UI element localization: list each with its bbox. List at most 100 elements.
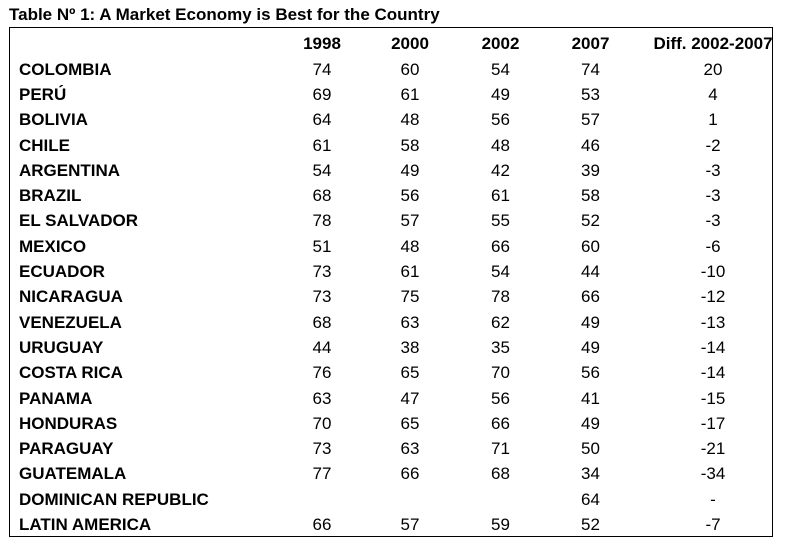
diff-cell: 4 [708,84,718,104]
value-2000-cell: 61 [400,262,420,282]
value-2007-cell: 58 [581,186,600,206]
value-2007-cell: 57 [581,110,600,130]
value-1998-cell: 68 [312,186,332,206]
value-1998-cell: 74 [312,59,332,79]
value-2000-cell: 48 [400,110,420,130]
diff-cell: -6 [705,236,721,256]
table-row: ECUADOR 73 61 54 44 -10 [9,259,791,284]
value-1998-cell: 63 [312,388,332,408]
value-2007-cell: 56 [581,363,600,383]
value-2007-cell: 41 [581,388,600,408]
value-2002-cell: 42 [491,160,510,180]
country-cell: VENEZUELA [19,312,122,332]
diff-cell: -3 [705,186,721,206]
value-2007-cell: 52 [581,514,600,534]
value-1998-cell [279,487,365,512]
value-2002-cell: 56 [491,388,510,408]
header-2007: 2007 [571,34,610,53]
table-row: COSTA RICA 76 65 70 56 -14 [9,361,791,386]
value-1998-cell: 73 [312,262,332,282]
value-2002-cell: 59 [491,514,510,534]
country-cell: DOMINICAN REPUBLIC [19,489,209,509]
value-2002-cell: 66 [491,236,510,256]
diff-cell: -10 [700,262,726,282]
table-frame [9,27,773,537]
table-row: URUGUAY 44 38 35 49 -14 [9,335,791,360]
diff-cell: -34 [700,464,726,484]
value-2002-cell: 70 [491,363,510,383]
value-1998-cell: 77 [312,464,332,484]
value-2002-cell: 66 [491,413,510,433]
value-2007-cell: 53 [581,84,600,104]
country-cell: NICARAGUA [19,287,123,307]
diff-cell: -12 [700,287,726,307]
value-2000-cell: 63 [400,439,420,459]
value-2000-cell: 57 [400,514,420,534]
value-2000-cell: 60 [400,59,420,79]
table-row: BOLIVIA 64 48 56 57 1 [9,108,791,133]
value-2002-cell: 55 [491,211,510,231]
value-1998-cell: 78 [312,211,332,231]
value-2000-cell [365,487,455,512]
value-2007-cell: 50 [581,439,600,459]
table-row: HONDURAS 70 65 66 49 -17 [9,411,791,436]
diff-cell: -13 [700,312,726,332]
value-2000-cell: 75 [400,287,420,307]
value-2007-cell: 64 [581,489,600,509]
value-1998-cell: 54 [312,160,332,180]
value-2000-cell: 58 [400,135,420,155]
value-2002-cell: 49 [491,84,510,104]
value-2002-cell: 78 [491,287,510,307]
table-title: Table Nº 1: A Market Economy is Best for… [9,5,440,24]
value-2007-cell: 44 [581,262,600,282]
diff-cell: -2 [705,135,721,155]
diff-cell: -7 [705,514,721,534]
diff-cell: -14 [700,337,726,357]
country-cell: PARAGUAY [19,439,114,459]
country-cell: MEXICO [19,236,87,256]
country-cell: GUATEMALA [19,464,127,484]
value-2007-cell: 52 [581,211,600,231]
value-2000-cell: 47 [400,388,420,408]
diff-cell: -3 [705,211,721,231]
value-2007-cell: 49 [581,413,600,433]
value-2002-cell: 56 [491,110,510,130]
country-cell: LATIN AMERICA [19,514,152,534]
value-2002-cell: 71 [491,439,510,459]
value-2000-cell: 65 [400,363,420,383]
country-cell: BOLIVIA [19,110,88,130]
value-2000-cell: 63 [400,312,420,332]
value-2002-cell: 48 [491,135,510,155]
value-2000-cell: 56 [400,186,420,206]
table-row: GUATEMALA 77 66 68 34 -34 [9,462,791,487]
diff-cell: -3 [705,160,721,180]
value-1998-cell: 51 [312,236,332,256]
value-1998-cell: 68 [312,312,332,332]
data-table: 1998 2000 2002 2007 Diff. 2002-2007 COLO… [9,31,791,538]
country-cell: PANAMA [19,388,93,408]
diff-cell: -14 [700,363,726,383]
value-1998-cell: 70 [312,413,332,433]
value-2002-cell: 61 [491,186,510,206]
country-cell: HONDURAS [19,413,118,433]
country-cell: CHILE [19,135,70,155]
table-row: COLOMBIA 74 60 54 74 20 [9,57,791,82]
value-2002-cell: 54 [491,59,510,79]
country-cell: URUGUAY [19,337,104,357]
value-2000-cell: 57 [400,211,420,231]
value-2002-cell: 68 [491,464,510,484]
value-2000-cell: 61 [400,84,420,104]
value-2000-cell: 66 [400,464,420,484]
value-2000-cell: 48 [400,236,420,256]
header-country [9,31,279,57]
table-row: PARAGUAY 73 63 71 50 -21 [9,436,791,461]
value-1998-cell: 64 [312,110,332,130]
diff-cell: -21 [700,439,726,459]
table-row: VENEZUELA 68 63 62 49 -13 [9,310,791,335]
value-2007-cell: 60 [581,236,600,256]
value-2007-cell: 49 [581,312,600,332]
header-2002: 2002 [481,34,520,53]
country-cell: EL SALVADOR [19,211,139,231]
country-cell: PERÚ [19,84,67,104]
table-row: CHILE 61 58 48 46 -2 [9,133,791,158]
